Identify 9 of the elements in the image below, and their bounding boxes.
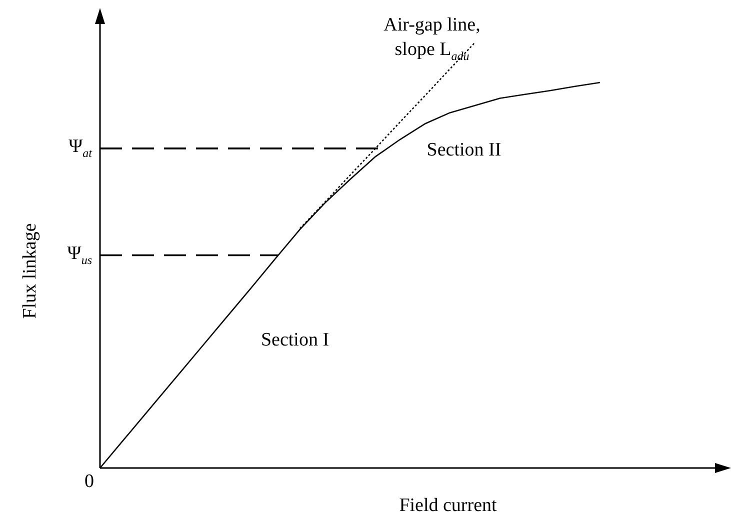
text: 0 [84,471,94,492]
ref-line-label: Ψ$_{us}$ [67,243,92,268]
x-axis-title: Field current [399,495,497,516]
annotation: Section I [260,329,330,350]
text: Air-gap line, [384,14,480,36]
annotation: Section II [426,139,502,160]
ref-line-label: Ψ$_{at}$ [68,136,92,160]
annotation: slope L$_{adu}$ [394,39,470,64]
y-axis-title: Flux linkage [20,223,40,319]
